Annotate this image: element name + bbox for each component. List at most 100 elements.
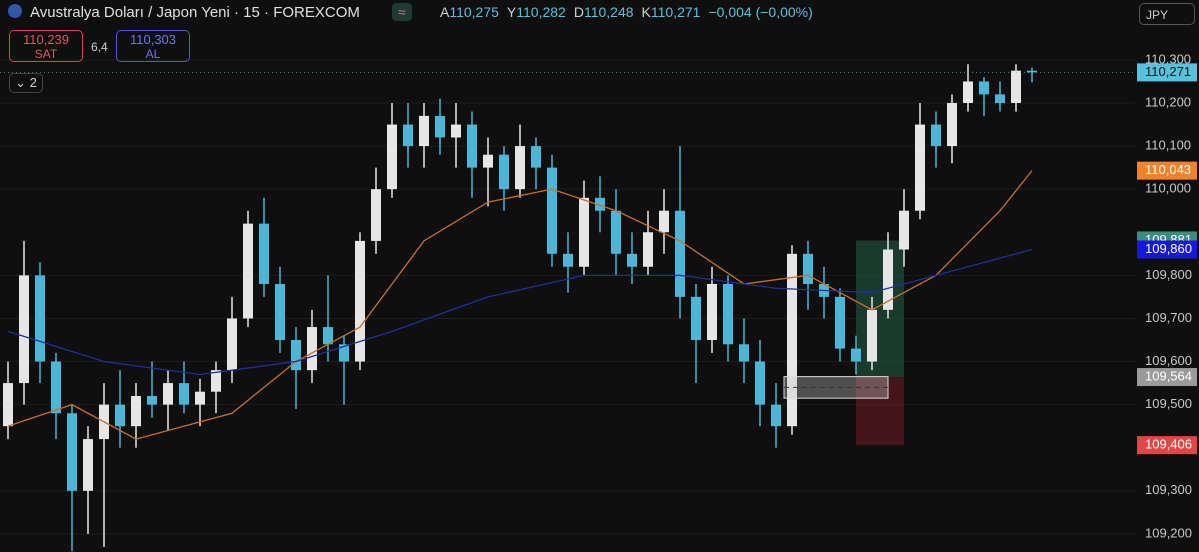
candle-body bbox=[131, 396, 141, 427]
ohlc-key: Y bbox=[506, 4, 517, 20]
spread: 6,4 bbox=[91, 40, 108, 54]
candle-body bbox=[883, 249, 893, 310]
candle-body bbox=[435, 115, 445, 138]
candle-body bbox=[371, 189, 381, 241]
candle-body bbox=[179, 383, 189, 405]
candle-body bbox=[211, 370, 221, 392]
candle-body bbox=[755, 361, 765, 405]
candle-body bbox=[851, 348, 861, 362]
y-tick-label: 110,200 bbox=[1145, 94, 1191, 109]
candle-body bbox=[195, 391, 205, 405]
indicator-count: 2 bbox=[29, 75, 37, 90]
candle-body bbox=[1011, 70, 1021, 103]
price-label: 110,043 bbox=[1145, 162, 1191, 177]
flag-icon bbox=[8, 4, 22, 18]
candle-body bbox=[83, 439, 93, 491]
candle-body bbox=[115, 404, 125, 427]
candle-body bbox=[627, 253, 637, 267]
indicators-toggle[interactable]: ⌄ 2 bbox=[9, 73, 43, 93]
y-tick-label: 109,800 bbox=[1145, 267, 1192, 282]
candle-body bbox=[579, 197, 589, 267]
candle-body bbox=[563, 253, 573, 267]
candle-body bbox=[835, 296, 845, 349]
candle-body bbox=[739, 344, 749, 362]
sell-price: 110,239 bbox=[22, 32, 70, 47]
buy-price: 110,303 bbox=[129, 32, 177, 47]
price-axis bbox=[1135, 0, 1199, 552]
ohlc-key: D bbox=[573, 4, 584, 20]
currency[interactable]: JPY bbox=[1139, 3, 1195, 25]
candle-body bbox=[403, 124, 413, 147]
candle-body bbox=[691, 296, 701, 340]
ohlc-key: A bbox=[440, 4, 450, 20]
y-tick-label: 109,700 bbox=[1145, 310, 1192, 325]
candle-body bbox=[451, 124, 461, 138]
price-label: 109,564 bbox=[1145, 368, 1192, 383]
candle-body bbox=[899, 210, 909, 250]
buy-button[interactable]: 110,303 AL bbox=[116, 30, 190, 62]
candle-body bbox=[979, 81, 989, 95]
candle-body bbox=[355, 240, 365, 362]
candle-body bbox=[387, 124, 397, 190]
candle-body bbox=[723, 283, 733, 345]
candle-body bbox=[419, 115, 429, 147]
candle-body bbox=[67, 413, 77, 491]
candle-body bbox=[163, 383, 173, 405]
sell-button[interactable]: 110,239 SAT bbox=[9, 30, 83, 62]
buy-label: AL bbox=[145, 47, 161, 61]
candle-body bbox=[227, 318, 237, 371]
candle-body bbox=[35, 275, 45, 362]
zone-box bbox=[783, 376, 889, 399]
candle-body bbox=[947, 102, 957, 147]
sell-label: SAT bbox=[34, 47, 58, 61]
candle-body bbox=[707, 283, 717, 340]
price-label-bg bbox=[1137, 240, 1197, 259]
candle-body bbox=[291, 339, 301, 371]
candle-body bbox=[19, 275, 29, 384]
candle-body bbox=[995, 94, 1005, 103]
candle-body bbox=[675, 210, 685, 297]
price-label-bg bbox=[1137, 368, 1197, 387]
candle-body bbox=[483, 154, 493, 168]
candle-body bbox=[547, 167, 557, 254]
y-tick-label: 109,500 bbox=[1145, 396, 1192, 411]
price-label-bg bbox=[1137, 161, 1197, 180]
candle-body bbox=[531, 146, 541, 168]
candle-body bbox=[307, 327, 317, 371]
ohlc-value: 110,248 bbox=[583, 4, 634, 20]
y-tick-label: 109,600 bbox=[1145, 353, 1192, 368]
candle-body bbox=[931, 124, 941, 147]
candle-body bbox=[611, 210, 621, 254]
stop-zone bbox=[856, 377, 904, 446]
ohlc: A110,275 Y110,282 D110,248 K110,271 −0,004 (… bbox=[440, 4, 813, 20]
candle-body bbox=[259, 223, 269, 284]
candle-body bbox=[3, 383, 13, 427]
ohlc-value: 110,271 bbox=[650, 4, 701, 20]
candle-body bbox=[787, 253, 797, 427]
candle-body bbox=[323, 327, 333, 345]
y-tick-label: 109,200 bbox=[1145, 525, 1192, 540]
symbol[interactable]: Avustralya Doları / Japon Yeni · 15 · FO… bbox=[30, 4, 360, 21]
candle-body bbox=[51, 361, 61, 414]
y-tick-label: 110,300 bbox=[1145, 51, 1191, 66]
moving-average bbox=[7, 248, 1033, 376]
status[interactable]: ≈ bbox=[392, 3, 412, 21]
price-label: 110,271 bbox=[1145, 64, 1191, 79]
candle-body bbox=[275, 283, 285, 340]
moving-average bbox=[7, 170, 1033, 440]
candle-body bbox=[467, 124, 477, 168]
candle-body bbox=[803, 253, 813, 284]
change: −0,004 (−0,00%) bbox=[708, 4, 813, 20]
candle-body bbox=[659, 210, 669, 233]
price-label-bg bbox=[1137, 63, 1197, 82]
candle-body bbox=[595, 197, 605, 211]
ohlc-value: 110,282 bbox=[516, 4, 566, 20]
ohlc-key: K bbox=[641, 4, 651, 20]
y-tick-label: 110,100 bbox=[1145, 138, 1191, 153]
price-label: 109,406 bbox=[1145, 437, 1192, 452]
price-label-bg bbox=[1137, 436, 1197, 455]
candle-body bbox=[147, 396, 157, 405]
candle-body bbox=[1027, 70, 1037, 73]
